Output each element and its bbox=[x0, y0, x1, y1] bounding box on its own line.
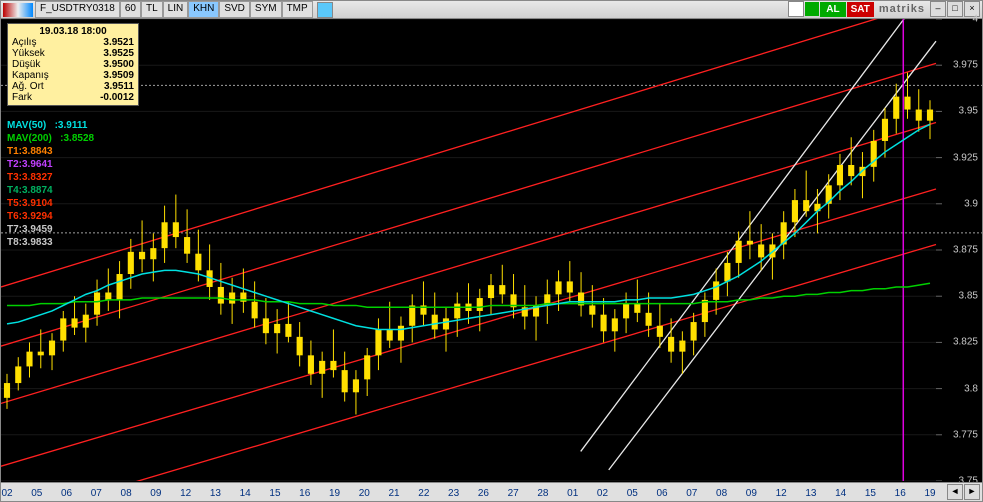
x-tick: 13 bbox=[805, 488, 816, 499]
tab-tmp[interactable]: TMP bbox=[282, 1, 313, 18]
x-tick: 21 bbox=[389, 488, 400, 499]
x-tick: 26 bbox=[478, 488, 489, 499]
x-tick: 27 bbox=[508, 488, 519, 499]
tab-lin[interactable]: LIN bbox=[163, 1, 189, 18]
x-tick: 09 bbox=[746, 488, 757, 499]
y-tick: 3.95 bbox=[959, 106, 978, 117]
ohlc-row: Yüksek3.9525 bbox=[12, 48, 134, 59]
symbol-label[interactable]: F_USDTRY0318 bbox=[35, 1, 120, 18]
x-tick: 12 bbox=[776, 488, 787, 499]
tool-icon[interactable] bbox=[788, 1, 804, 17]
chart-area[interactable]: 19.03.18 18:00 Açılış3.9521Yüksek3.9525D… bbox=[1, 19, 982, 481]
y-tick: 3.925 bbox=[953, 152, 978, 163]
tab-tl[interactable]: TL bbox=[141, 1, 163, 18]
x-tick: 19 bbox=[329, 488, 340, 499]
y-tick: 3.9 bbox=[964, 198, 978, 209]
tab-svd[interactable]: SVD bbox=[219, 1, 250, 18]
indicator-row: T1:3.8843 bbox=[7, 145, 94, 158]
y-tick: 3.875 bbox=[953, 245, 978, 256]
indicator-row: T4:3.8874 bbox=[7, 184, 94, 197]
ohlc-panel: 19.03.18 18:00 Açılış3.9521Yüksek3.9525D… bbox=[7, 23, 139, 106]
ohlc-row: Açılış3.9521 bbox=[12, 37, 134, 48]
buy-button[interactable]: AL bbox=[820, 2, 845, 17]
x-tick: 12 bbox=[180, 488, 191, 499]
x-tick: 14 bbox=[240, 488, 251, 499]
x-tick: 02 bbox=[1, 488, 12, 499]
x-tick: 23 bbox=[448, 488, 459, 499]
x-axis: ◄ ► 02 05 06 07 08 09 12 13 14 15 16 19 20 21 22 23 26 27… bbox=[1, 482, 982, 501]
ohlc-row: Fark-0.0012 bbox=[12, 92, 134, 103]
x-tick: 14 bbox=[835, 488, 846, 499]
indicator-row: T2:3.9641 bbox=[7, 158, 94, 171]
chart-plot[interactable] bbox=[1, 19, 982, 481]
y-tick: 3.825 bbox=[953, 337, 978, 348]
minimize-button[interactable]: – bbox=[930, 1, 946, 17]
y-tick: 3.85 bbox=[959, 291, 978, 302]
tab-sym[interactable]: SYM bbox=[250, 1, 282, 18]
y-tick: 3.8 bbox=[964, 383, 978, 394]
x-tick: 01 bbox=[567, 488, 578, 499]
x-tick: 06 bbox=[656, 488, 667, 499]
x-tick: 13 bbox=[210, 488, 221, 499]
indicator-row: MAV(200) :3.8528 bbox=[7, 132, 94, 145]
indicator-row: T8:3.9833 bbox=[7, 236, 94, 249]
x-tick: 15 bbox=[865, 488, 876, 499]
arrow-icon[interactable] bbox=[805, 2, 819, 16]
indicator-row: T7:3.9459 bbox=[7, 223, 94, 236]
x-tick: 28 bbox=[537, 488, 548, 499]
ohlc-row: Ağ. Ort3.9511 bbox=[12, 81, 134, 92]
x-tick: 20 bbox=[359, 488, 370, 499]
indicator-row: T5:3.9104 bbox=[7, 197, 94, 210]
x-tick: 08 bbox=[121, 488, 132, 499]
x-tick: 07 bbox=[91, 488, 102, 499]
twitter-icon[interactable] bbox=[317, 2, 333, 18]
x-tick: 16 bbox=[299, 488, 310, 499]
tab-khn[interactable]: KHN bbox=[188, 1, 219, 18]
brand-label: matriks bbox=[875, 3, 929, 15]
x-tick: 19 bbox=[924, 488, 935, 499]
y-tick: 4 bbox=[972, 14, 978, 25]
x-tick: 05 bbox=[627, 488, 638, 499]
ohlc-row: Kapanış3.9509 bbox=[12, 70, 134, 81]
ohlc-header: 19.03.18 18:00 bbox=[12, 26, 134, 37]
x-tick: 06 bbox=[61, 488, 72, 499]
x-tick: 22 bbox=[418, 488, 429, 499]
ohlc-row: Düşük3.9500 bbox=[12, 59, 134, 70]
app-icon bbox=[3, 3, 33, 17]
y-tick: 3.775 bbox=[953, 429, 978, 440]
indicator-row: MAV(50) :3.9111 bbox=[7, 119, 94, 132]
titlebar: F_USDTRY0318 60 TLLINKHNSVDSYMTMP AL SAT… bbox=[1, 1, 982, 19]
x-tick: 16 bbox=[895, 488, 906, 499]
indicator-row: T6:3.9294 bbox=[7, 210, 94, 223]
maximize-button[interactable]: □ bbox=[947, 1, 963, 17]
sell-button[interactable]: SAT bbox=[847, 2, 874, 17]
x-tick: 02 bbox=[597, 488, 608, 499]
y-axis: 3.753.7753.83.8253.853.8753.93.9253.953.… bbox=[936, 19, 982, 481]
scroll-right-button[interactable]: ► bbox=[964, 484, 980, 500]
x-tick: 07 bbox=[686, 488, 697, 499]
scroll-left-button[interactable]: ◄ bbox=[947, 484, 963, 500]
x-tick: 08 bbox=[716, 488, 727, 499]
x-tick: 15 bbox=[269, 488, 280, 499]
x-tick: 09 bbox=[150, 488, 161, 499]
x-tick: 05 bbox=[31, 488, 42, 499]
indicator-row: T3:3.8327 bbox=[7, 171, 94, 184]
timeframe-label[interactable]: 60 bbox=[120, 1, 141, 18]
indicator-list: MAV(50) :3.9111MAV(200) :3.8528T1:3.8843… bbox=[7, 119, 94, 249]
chart-window: F_USDTRY0318 60 TLLINKHNSVDSYMTMP AL SAT… bbox=[0, 0, 983, 502]
y-tick: 3.975 bbox=[953, 60, 978, 71]
